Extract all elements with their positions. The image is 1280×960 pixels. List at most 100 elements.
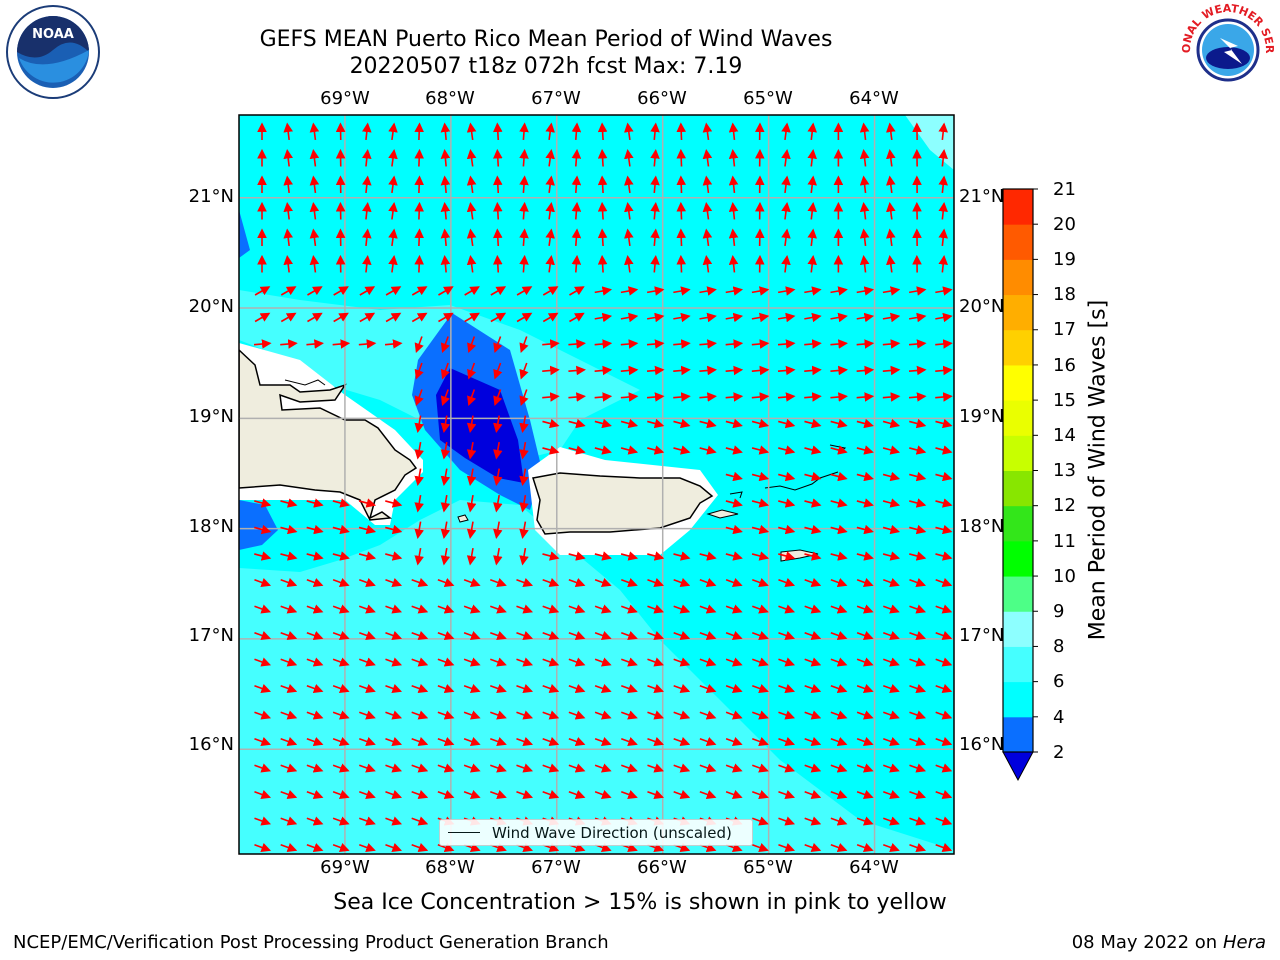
wind-wave-arrow	[254, 710, 272, 720]
wind-wave-arrow	[725, 339, 744, 349]
wind-wave-arrow	[306, 577, 324, 588]
wind-wave-arrow	[411, 789, 429, 800]
colorbar-band	[1003, 681, 1033, 718]
wind-wave-arrow	[699, 710, 717, 720]
wind-wave-arrow	[882, 498, 901, 508]
colorbar-tick-20: 20	[1053, 214, 1076, 235]
wind-wave-arrow	[624, 175, 634, 194]
wind-wave-arrow	[647, 577, 665, 588]
wind-wave-arrow	[568, 445, 586, 455]
wind-wave-arrow	[568, 365, 586, 376]
chart-title: GEFS MEAN Puerto Rico Mean Period of Win…	[259, 27, 833, 52]
wind-wave-arrow	[752, 789, 769, 800]
wind-wave-arrow	[519, 441, 529, 460]
wind-wave-arrow	[781, 201, 791, 220]
wind-wave-arrow	[307, 286, 323, 296]
wind-wave-arrow	[411, 736, 429, 747]
wind-wave-arrow	[728, 148, 739, 167]
wind-wave-arrow	[359, 710, 376, 720]
wind-wave-arrow	[490, 683, 507, 694]
wind-wave-arrow	[519, 254, 529, 273]
wind-wave-arrow	[909, 418, 927, 429]
wind-wave-arrow	[676, 254, 686, 273]
wind-wave-arrow	[385, 657, 403, 667]
wind-wave-arrow	[908, 392, 927, 402]
wind-wave-arrow	[699, 657, 717, 667]
wind-wave-arrow	[493, 521, 503, 539]
wind-wave-arrow	[490, 286, 507, 296]
wind-wave-arrow	[254, 816, 272, 826]
wind-wave-arrow	[519, 336, 529, 354]
wind-wave-arrow	[856, 286, 875, 296]
wind-wave-arrow	[594, 657, 612, 667]
wind-wave-arrow	[332, 763, 350, 773]
colorbar-tick-21: 21	[1053, 179, 1076, 200]
wind-wave-arrow	[856, 630, 874, 641]
wind-wave-arrow	[568, 577, 586, 588]
wind-wave-arrow	[938, 122, 948, 141]
wind-wave-arrow	[254, 789, 272, 800]
wind-wave-arrow	[804, 312, 822, 323]
wind-wave-arrow	[856, 683, 874, 694]
wind-wave-arrow	[332, 789, 350, 800]
wind-wave-arrow	[935, 312, 953, 323]
wind-wave-arrow	[781, 122, 791, 141]
wind-wave-arrow	[728, 228, 739, 247]
wind-wave-arrow	[856, 763, 874, 773]
wind-wave-arrow	[516, 630, 534, 641]
wind-wave-arrow	[594, 630, 612, 641]
wind-wave-arrow	[647, 736, 665, 747]
wind-wave-arrow	[568, 418, 586, 429]
wind-wave-arrow	[542, 365, 560, 376]
wind-wave-arrow	[702, 228, 713, 247]
wind-wave-arrow	[309, 122, 320, 141]
wind-wave-arrow	[542, 789, 560, 800]
wind-wave-arrow	[283, 148, 293, 167]
wind-wave-arrow	[519, 175, 529, 194]
wind-wave-arrow	[777, 312, 796, 323]
wind-wave-arrow	[752, 604, 769, 614]
wind-wave-arrow	[650, 175, 660, 194]
wind-wave-arrow	[620, 445, 639, 455]
wind-wave-arrow	[414, 148, 424, 167]
wind-wave-arrow	[463, 710, 481, 720]
wind-wave-arrow	[542, 683, 560, 694]
wind-wave-arrow	[676, 122, 686, 141]
wind-wave-arrow	[778, 630, 796, 641]
wind-wave-arrow	[254, 683, 272, 694]
wind-wave-arrow	[490, 577, 507, 588]
wind-wave-arrow	[309, 228, 320, 247]
wind-wave-arrow	[778, 710, 796, 720]
wind-wave-arrow	[438, 286, 454, 296]
wind-wave-arrow	[935, 816, 953, 826]
colorbar-tick-18: 18	[1053, 284, 1076, 305]
wind-wave-arrow	[437, 710, 455, 720]
wind-wave-arrow	[909, 445, 927, 455]
wind-wave-arrow	[647, 445, 665, 455]
wind-wave-arrow	[332, 842, 350, 853]
wind-wave-arrow	[856, 339, 875, 349]
wind-wave-arrow	[650, 122, 660, 141]
wind-wave-arrow	[332, 498, 350, 508]
wind-wave-arrow	[440, 362, 450, 380]
wind-wave-arrow	[493, 254, 503, 273]
wind-wave-arrow	[385, 286, 402, 296]
wind-wave-arrow	[493, 468, 503, 486]
wind-wave-arrow	[908, 365, 927, 376]
colorbar-band	[1003, 329, 1033, 366]
wind-wave-arrow	[909, 524, 927, 535]
wind-wave-arrow	[493, 389, 503, 407]
wind-wave-arrow	[859, 122, 870, 141]
wind-wave-arrow	[676, 148, 686, 167]
wind-wave-arrow	[463, 789, 481, 800]
wind-wave-arrow	[280, 630, 298, 641]
wind-wave-arrow	[938, 254, 948, 273]
wind-wave-arrow	[673, 577, 691, 588]
wind-wave-arrow	[332, 577, 350, 588]
wind-wave-arrow	[886, 175, 896, 194]
wind-wave-arrow	[594, 763, 612, 773]
wind-wave-arrow	[571, 122, 582, 141]
colorbar-band	[1003, 505, 1033, 542]
wind-wave-arrow	[752, 736, 769, 747]
wind-wave-arrow	[909, 604, 927, 614]
